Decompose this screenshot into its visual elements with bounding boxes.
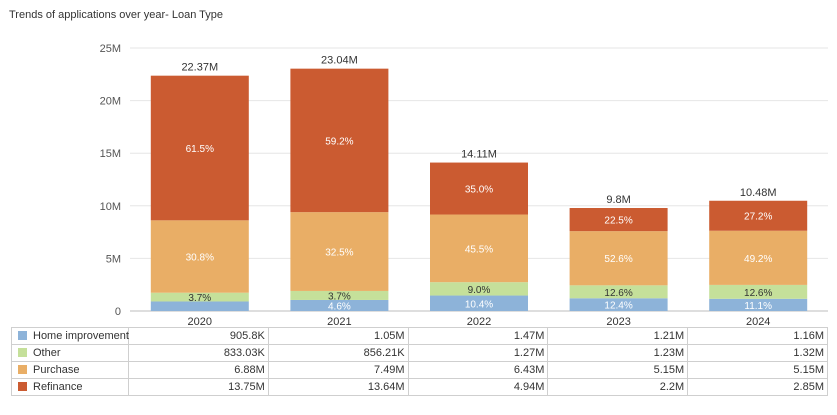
legend-swatch: [18, 382, 27, 391]
bar-segment-refinance: [569, 208, 668, 232]
x-axis: 2020 2021 2022 2023 2024: [188, 316, 771, 328]
percent-label: 12.4%: [604, 301, 632, 312]
legend-label: Refinance: [33, 381, 83, 393]
percent-label: 11.1%: [744, 301, 772, 312]
legend-label: Home improvement: [33, 330, 129, 342]
y-tick-label: 20M: [100, 96, 121, 108]
bar-segment-purchase: [150, 220, 249, 293]
bar-segment-refinance: [150, 75, 249, 221]
bar-segment-purchase: [709, 230, 808, 285]
total-label: 22.37M: [181, 62, 218, 74]
percent-label: 35.0%: [465, 185, 493, 196]
legend-swatch: [18, 331, 27, 340]
table-row: Purchase 6.88M 7.49M 6.43M 5.15M 5.15M: [11, 361, 828, 379]
percent-label: 30.8%: [186, 253, 214, 264]
percent-label: 45.5%: [465, 244, 493, 255]
percent-label: 59.2%: [325, 136, 353, 147]
legend-label: Other: [33, 347, 61, 359]
table-cell: 856.21K: [267, 344, 409, 362]
bar-segment-other: [150, 292, 249, 302]
bar-segment-other: [290, 290, 389, 300]
y-axis: 0 5M 10M 15M 20M 25M: [100, 43, 121, 318]
bar-segment-other: [430, 282, 528, 296]
bar-segment-home-improvement: [709, 298, 808, 311]
y-tick-label: 0: [115, 306, 121, 318]
x-tick-label: 2022: [467, 316, 491, 328]
x-tick-label: 2023: [606, 316, 630, 328]
bar-segment-purchase: [290, 212, 389, 291]
table-cell: 1.16M: [687, 327, 828, 345]
table-cell: 5.15M: [687, 361, 828, 379]
legend-label: Purchase: [33, 364, 80, 376]
legend-entry: Refinance: [11, 378, 129, 396]
percent-label: 52.6%: [604, 254, 632, 265]
stacked-bar-chart: 0 5M 10M 15M 20M 25M 3.7% 30.8% 61.5% 22.37M 4.6%…: [100, 43, 828, 328]
x-tick-label: 2021: [327, 316, 351, 328]
percent-label: 10.4%: [465, 299, 493, 310]
bar-segment-home-improvement: [290, 299, 389, 311]
percent-label: 3.7%: [188, 293, 211, 304]
table-cell: 1.32M: [687, 344, 828, 362]
table-row: Home improvement 905.8K 1.05M 1.47M 1.21M 1.1…: [11, 327, 828, 345]
bar-labels: 3.7%30.8%61.5%22.37M4.6%3.7%32.5%59.2%23…: [181, 55, 776, 313]
y-tick-label: 15M: [100, 148, 121, 160]
percent-label: 4.6%: [328, 301, 351, 312]
total-label: 10.48M: [740, 187, 777, 199]
percent-label: 3.7%: [328, 291, 351, 302]
table-cell: 2.2M: [547, 378, 689, 396]
percent-label: 49.2%: [744, 254, 772, 265]
data-table: Home improvement 905.8K 1.05M 1.47M 1.21M 1.1…: [11, 327, 828, 396]
percent-label: 27.2%: [744, 212, 772, 223]
table-row: Other 833.03K 856.21K 1.27M 1.23M 1.32M: [11, 344, 828, 362]
percent-label: 22.5%: [604, 216, 632, 227]
bar-segment-refinance: [709, 200, 808, 231]
y-tick-label: 5M: [106, 253, 121, 265]
table-cell: 13.64M: [267, 378, 409, 396]
legend-swatch: [18, 365, 27, 374]
total-label: 14.11M: [461, 149, 497, 161]
table-cell: 6.43M: [407, 361, 549, 379]
bar-segment-home-improvement: [569, 298, 668, 311]
bar-segment-purchase: [569, 231, 668, 286]
table-cell: 7.49M: [267, 361, 409, 379]
bar-segment-refinance: [290, 68, 389, 213]
bar-segment-home-improvement: [150, 301, 249, 311]
bar-segment-home-improvement: [430, 295, 528, 311]
table-cell: 1.23M: [547, 344, 689, 362]
table-cell: 13.75M: [128, 378, 269, 396]
y-tick-label: 10M: [100, 201, 121, 213]
percent-label: 12.6%: [744, 288, 772, 299]
x-tick-label: 2020: [188, 316, 212, 328]
table-cell: 1.27M: [407, 344, 549, 362]
percent-label: 61.5%: [186, 144, 214, 155]
x-tick-label: 2024: [746, 316, 770, 328]
table-cell: 905.8K: [128, 327, 269, 345]
legend-entry: Other: [11, 344, 129, 362]
table-cell: 833.03K: [128, 344, 269, 362]
table-cell: 1.21M: [547, 327, 689, 345]
bar-segment-other: [709, 284, 808, 299]
y-tick-label: 25M: [100, 43, 121, 55]
bars: [150, 68, 808, 311]
bar-segment-other: [569, 285, 668, 299]
total-label: 9.8M: [606, 194, 630, 206]
table-cell: 1.47M: [407, 327, 549, 345]
table-cell: 5.15M: [547, 361, 689, 379]
legend-entry: Home improvement: [11, 327, 129, 345]
chart-title: Trends of applications over year- Loan T…: [9, 9, 224, 21]
table-row: Refinance 13.75M 13.64M 4.94M 2.2M 2.85M: [11, 378, 828, 396]
table-cell: 2.85M: [687, 378, 828, 396]
table-cell: 4.94M: [407, 378, 549, 396]
bar-segment-refinance: [430, 162, 528, 215]
table-cell: 6.88M: [128, 361, 269, 379]
table-cell: 1.05M: [267, 327, 409, 345]
percent-label: 32.5%: [325, 248, 353, 259]
total-label: 23.04M: [321, 55, 358, 67]
legend-entry: Purchase: [11, 361, 129, 379]
percent-label: 12.6%: [604, 288, 632, 299]
percent-label: 9.0%: [468, 285, 491, 296]
bar-segment-purchase: [430, 214, 528, 283]
legend-swatch: [18, 348, 27, 357]
